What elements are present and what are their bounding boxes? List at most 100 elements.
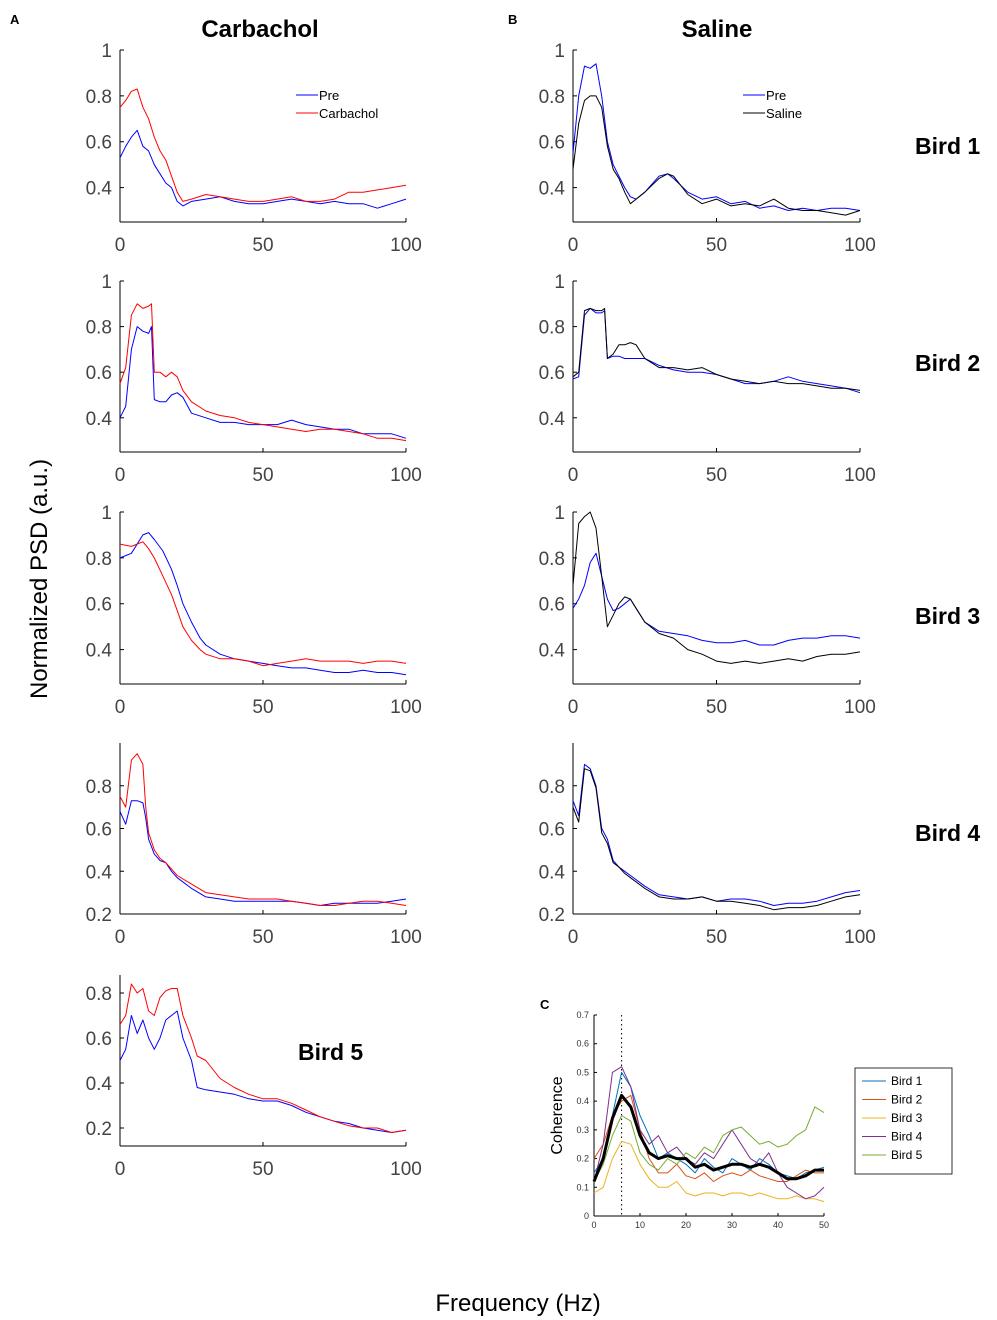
y-tick-label-c: 0.2 <box>576 1154 589 1164</box>
y-tick-label-b3: 0.6 <box>539 595 565 616</box>
y-tick-label-c: 0.7 <box>576 1010 589 1020</box>
y-tick-label-a1: 1 <box>101 41 112 62</box>
x-tick-label-c: 40 <box>773 1220 783 1230</box>
x-tick-label-a2: 100 <box>390 465 422 486</box>
y-tick-label-a2: 1 <box>101 272 112 293</box>
y-tick-label-b4: 0.2 <box>539 905 565 926</box>
panel-letter-a: A <box>10 12 20 27</box>
y-tick-label-b2: 1 <box>554 272 565 293</box>
legend-label-b1-0: Pre <box>766 88 786 103</box>
x-tick-label-b2: 100 <box>844 465 876 486</box>
y-tick-label-b2: 0.6 <box>539 363 565 384</box>
chart-a3: 0 50 100 0.4 0.6 0.8 1 <box>86 503 422 718</box>
series-line-a3-1 <box>119 541 407 667</box>
y-tick-label-a3: 0.8 <box>86 549 112 570</box>
series-line-b2-0 <box>572 307 861 394</box>
bird-label-5: Bird 5 <box>298 1039 364 1065</box>
x-tick-label-c: 20 <box>681 1220 691 1230</box>
x-tick-label-b4: 0 <box>568 927 579 948</box>
y-tick-label-b2: 0.8 <box>539 318 565 339</box>
y-tick-label-a2: 0.4 <box>86 409 113 430</box>
chart-a1: 0 50 100 0.4 0.6 0.8 1 Pre Carbachol <box>86 41 422 256</box>
legend-label-c-0: Bird 1 <box>891 1074 923 1088</box>
series-line-a2-0 <box>119 326 407 439</box>
series-line-a5-0 <box>119 1010 407 1133</box>
x-tick-label-a3: 100 <box>390 697 422 718</box>
x-tick-label-a2: 0 <box>115 465 126 486</box>
y-tick-label-a3: 0.6 <box>86 595 112 616</box>
bird-label-4: Bird 4 <box>915 820 981 846</box>
x-tick-label-b1: 100 <box>844 235 876 256</box>
y-tick-label-c: 0.6 <box>576 1039 589 1049</box>
series-line-a4-1 <box>119 753 407 906</box>
y-tick-label-b1: 0.4 <box>539 179 566 200</box>
y-tick-label-c: 0.5 <box>576 1067 589 1077</box>
chart-a5: 0 50 100 0.2 0.4 0.6 0.8 <box>86 975 422 1180</box>
x-tick-label-a1: 50 <box>252 235 273 256</box>
legend-label-b1-1: Saline <box>766 106 802 121</box>
x-tick-label-a4: 100 <box>390 927 422 948</box>
legend-label-c-1: Bird 2 <box>891 1093 923 1107</box>
y-tick-label-a1: 0.8 <box>86 87 112 108</box>
y-tick-label-c: 0 <box>584 1211 589 1221</box>
chart-b2: 0 50 100 0.4 0.6 0.8 1 <box>539 272 876 486</box>
y-tick-label-b2: 0.4 <box>539 409 566 430</box>
legend-label-a1-1: Carbachol <box>319 106 378 121</box>
series-line-b1-1 <box>572 95 861 216</box>
x-tick-label-b3: 0 <box>568 697 579 718</box>
y-tick-label-c: 0.3 <box>576 1125 589 1135</box>
y-tick-label-a5: 0.2 <box>86 1119 112 1140</box>
y-tick-label-a5: 0.8 <box>86 984 112 1005</box>
y-tick-label-b1: 0.8 <box>539 87 565 108</box>
y-tick-label-a3: 1 <box>101 503 112 524</box>
chart-b1: 0 50 100 0.4 0.6 0.8 1 Pre Saline <box>539 41 876 256</box>
series-line-a3-0 <box>119 532 407 676</box>
chart-a2: 0 50 100 0.4 0.6 0.8 1 <box>86 272 422 486</box>
y-tick-label-a3: 0.4 <box>86 641 113 662</box>
y-tick-label-a2: 0.8 <box>86 318 112 339</box>
x-tick-label-b4: 50 <box>706 927 727 948</box>
bird-label-1: Bird 1 <box>915 133 981 159</box>
bird-label-2: Bird 2 <box>915 350 981 376</box>
series-line-b1-0 <box>572 63 861 211</box>
series-line-a2-1 <box>119 303 407 442</box>
series-line-b4-1 <box>572 768 861 911</box>
y-tick-label-b4: 0.4 <box>539 862 566 883</box>
y-tick-label-a4: 0.6 <box>86 820 112 841</box>
legend-box-c <box>854 1067 953 1175</box>
y-axis-label-c: Coherence <box>549 1076 566 1154</box>
series-line-c-5 <box>592 1093 824 1183</box>
x-tick-label-b2: 0 <box>568 465 579 486</box>
y-tick-label-a4: 0.8 <box>86 777 112 798</box>
x-tick-label-c: 50 <box>819 1220 829 1230</box>
carbachol-title: Carbachol <box>201 16 319 43</box>
series-line-c-1 <box>593 1094 824 1182</box>
x-tick-label-a4: 0 <box>115 927 126 948</box>
x-tick-label-a2: 50 <box>252 465 273 486</box>
x-tick-label-a5: 50 <box>252 1159 273 1180</box>
y-tick-label-a5: 0.6 <box>86 1029 112 1050</box>
legend-label-c-4: Bird 5 <box>891 1148 923 1162</box>
x-tick-label-a3: 0 <box>115 697 126 718</box>
bird-label-3: Bird 3 <box>915 603 981 629</box>
y-tick-label-a2: 0.6 <box>86 363 112 384</box>
series-line-a5-1 <box>119 983 407 1133</box>
x-tick-label-b1: 0 <box>568 235 579 256</box>
chart-a4: 0 50 100 0.2 0.4 0.6 0.8 <box>86 743 422 948</box>
y-tick-label-b1: 1 <box>554 41 565 62</box>
legend-label-a1-0: Pre <box>319 88 339 103</box>
y-tick-label-a5: 0.4 <box>86 1074 113 1095</box>
series-line-c-2 <box>593 1140 825 1203</box>
y-tick-label-b3: 0.8 <box>539 549 565 570</box>
chart-b3: 0 50 100 0.4 0.6 0.8 1 <box>539 503 876 718</box>
series-line-b3-0 <box>572 552 861 646</box>
panel-letter-b: B <box>508 12 518 27</box>
chart-b4: 0 50 100 0.2 0.4 0.6 0.8 <box>539 743 876 948</box>
y-tick-label-a1: 0.6 <box>86 133 112 154</box>
x-tick-label-b2: 50 <box>706 465 727 486</box>
series-line-b3-1 <box>572 511 861 664</box>
x-tick-label-c: 30 <box>727 1220 737 1230</box>
x-tick-label-a1: 0 <box>115 235 126 256</box>
y-tick-label-b4: 0.6 <box>539 820 565 841</box>
